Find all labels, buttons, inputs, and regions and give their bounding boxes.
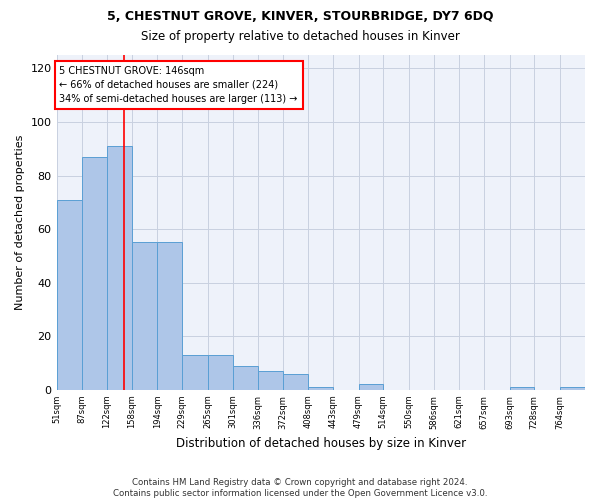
Bar	[257, 371, 283, 390]
Bar	[208, 355, 233, 390]
Bar	[509, 387, 534, 390]
Bar	[132, 242, 157, 390]
Bar	[157, 242, 182, 390]
Bar	[182, 355, 208, 390]
Text: 5, CHESTNUT GROVE, KINVER, STOURBRIDGE, DY7 6DQ: 5, CHESTNUT GROVE, KINVER, STOURBRIDGE, …	[107, 10, 493, 23]
Text: Contains HM Land Registry data © Crown copyright and database right 2024.
Contai: Contains HM Land Registry data © Crown c…	[113, 478, 487, 498]
Bar	[359, 384, 383, 390]
Bar	[560, 387, 585, 390]
Bar	[56, 200, 82, 390]
Bar	[283, 374, 308, 390]
Text: Size of property relative to detached houses in Kinver: Size of property relative to detached ho…	[140, 30, 460, 43]
Bar	[82, 157, 107, 390]
Bar	[308, 387, 333, 390]
Bar	[233, 366, 257, 390]
Text: 5 CHESTNUT GROVE: 146sqm
← 66% of detached houses are smaller (224)
34% of semi-: 5 CHESTNUT GROVE: 146sqm ← 66% of detach…	[59, 66, 298, 104]
X-axis label: Distribution of detached houses by size in Kinver: Distribution of detached houses by size …	[176, 437, 466, 450]
Y-axis label: Number of detached properties: Number of detached properties	[15, 134, 25, 310]
Bar	[107, 146, 132, 390]
